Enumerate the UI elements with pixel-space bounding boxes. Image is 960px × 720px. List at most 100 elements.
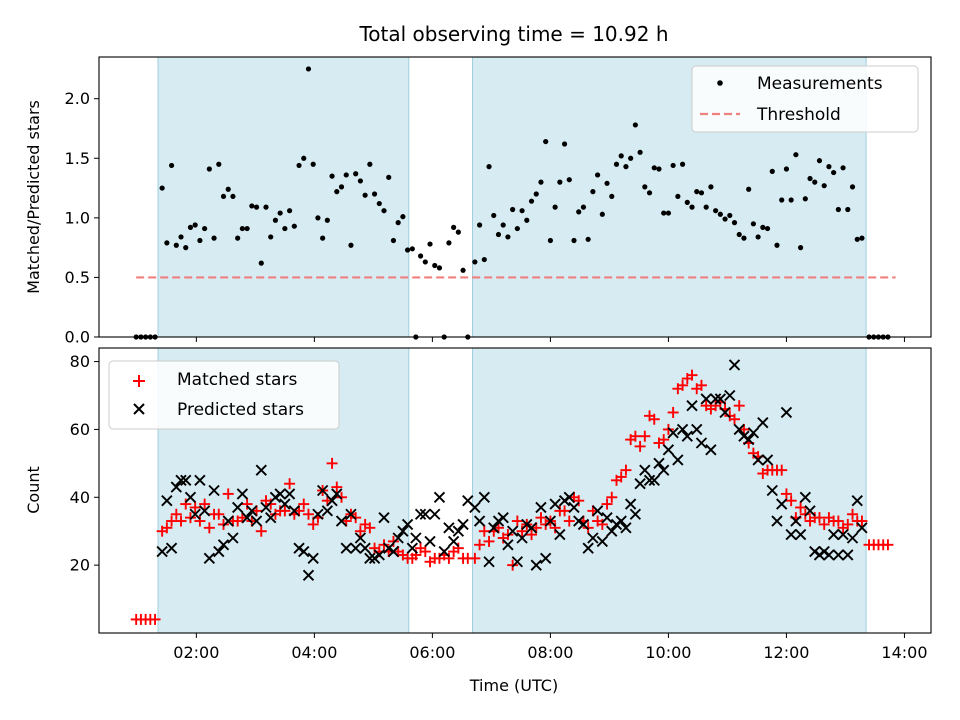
matched-point (364, 522, 376, 534)
measurement-point (486, 164, 492, 170)
predicted-point (227, 532, 239, 544)
measurement-point (656, 166, 662, 172)
bottom-legend-box (108, 360, 340, 430)
predicted-point (288, 505, 300, 517)
measurement-point (746, 186, 752, 192)
predicted-point (483, 556, 495, 568)
predicted-point (530, 559, 542, 571)
x-tick-label: 14:00 (881, 643, 927, 662)
measurement-point (684, 199, 690, 205)
y-tick-label: 0.0 (65, 328, 90, 347)
predicted-point (620, 522, 632, 534)
measurement-point (859, 235, 865, 241)
predicted-point (231, 501, 244, 514)
measurement-point (845, 206, 851, 213)
predicted-point (672, 454, 684, 466)
matched-point (241, 498, 253, 510)
matched-point (686, 369, 698, 381)
measurement-point (717, 211, 723, 217)
predicted-point (606, 525, 618, 537)
measurement-point (698, 190, 705, 196)
predicted-point (497, 511, 509, 524)
measurement-point (736, 231, 742, 238)
predicted-point (307, 552, 319, 565)
measurement-point (291, 223, 297, 229)
measurement-point (183, 245, 189, 251)
predicted-point (274, 488, 286, 500)
predicted-point (203, 552, 216, 565)
measurement-point (665, 210, 672, 216)
matched-point (620, 464, 632, 476)
shaded-span (472, 347, 867, 634)
measurement-point (807, 175, 813, 182)
predicted-point (250, 515, 263, 527)
matched-point (354, 525, 366, 537)
predicted-point (326, 495, 338, 507)
predicted-point (691, 423, 703, 436)
measurement-point (446, 240, 452, 246)
measurement-point (741, 235, 747, 241)
predicted-point (213, 545, 225, 558)
predicted-point (544, 515, 557, 527)
measurement-point (451, 224, 457, 230)
measurement-point (282, 225, 288, 232)
measurement-point (272, 217, 279, 223)
measurement-point (187, 224, 194, 230)
measurement-point (173, 242, 179, 248)
measurement-point (409, 246, 415, 252)
measurement-point (376, 200, 382, 207)
measurement-point (788, 197, 794, 203)
predicted-point (535, 501, 547, 514)
predicted-point (156, 545, 168, 558)
measurement-point (324, 217, 330, 223)
measurement-point (580, 204, 587, 210)
matched-point (331, 481, 343, 493)
matched-point (189, 501, 201, 513)
measurement-point (277, 210, 283, 216)
measurement-point (769, 168, 775, 174)
matched-point (194, 515, 206, 527)
matched-point (307, 518, 319, 530)
predicted-point (506, 525, 519, 537)
predicted-point (345, 508, 357, 520)
measurement-point (225, 186, 231, 192)
y-tick-label: 20 (70, 556, 90, 575)
predicted-point (283, 488, 296, 500)
measurement-point (642, 184, 648, 190)
matched-point (677, 379, 689, 391)
matched-point (298, 498, 310, 510)
measurement-point (500, 222, 506, 228)
measurement-point (390, 237, 397, 244)
measurement-point (609, 193, 615, 200)
measurement-point (538, 179, 544, 185)
measurement-point (675, 193, 681, 200)
measurement-point (576, 209, 582, 215)
predicted-point (742, 433, 755, 446)
predicted-point (733, 423, 745, 436)
predicted-point (582, 542, 594, 554)
y-tick-label: 2.0 (65, 89, 90, 108)
predicted-point (401, 518, 414, 531)
matched-point (573, 495, 585, 507)
matched-point (549, 522, 561, 534)
predicted-point (634, 478, 646, 490)
predicted-point (429, 508, 441, 520)
predicted-point (217, 539, 230, 551)
matched-point (818, 518, 830, 530)
measurement-point (436, 265, 443, 271)
predicted-point (457, 518, 469, 531)
predicted-point (686, 400, 698, 412)
matched-point (478, 525, 490, 537)
predicted-point (643, 474, 656, 486)
measurement-point (779, 197, 785, 203)
y-tick-label: 80 (70, 352, 90, 371)
measurement-point (793, 152, 799, 158)
predicted-point (161, 495, 173, 507)
measurement-point (840, 165, 846, 171)
top-x-ticks (195, 337, 905, 342)
top-y-ticks: 0.0 0.5 1.0 1.5 2.0 (65, 89, 99, 347)
measurement-point (353, 171, 359, 177)
predicted-point (392, 532, 404, 544)
matched-point (596, 518, 608, 530)
predicted-point (373, 549, 385, 561)
